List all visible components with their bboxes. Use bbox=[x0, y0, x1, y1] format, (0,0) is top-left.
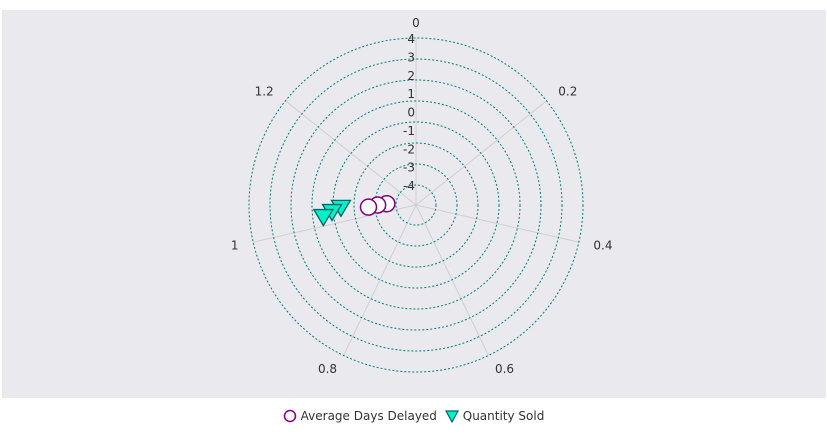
angular-spoke bbox=[415, 204, 579, 243]
angular-tick-label: 0.8 bbox=[318, 362, 337, 376]
circle-marker-icon bbox=[283, 409, 296, 423]
angular-tick-label: 0.2 bbox=[558, 85, 577, 99]
radial-grid-ring bbox=[248, 37, 584, 373]
legend-item-series-1[interactable]: Quantity Sold bbox=[444, 409, 545, 423]
radial-tick-label: 4 bbox=[407, 32, 415, 46]
legend-label: Average Days Delayed bbox=[300, 409, 437, 423]
radial-grid-ring bbox=[395, 184, 437, 226]
radial-tick-label: 3 bbox=[407, 50, 415, 64]
radial-tick-label: -1 bbox=[403, 124, 415, 138]
legend: Average Days Delayed Quantity Sold bbox=[0, 409, 827, 426]
radial-grid-ring bbox=[353, 142, 479, 268]
radial-tick-label: 2 bbox=[407, 69, 415, 83]
angular-tick-label: 0.4 bbox=[593, 238, 612, 252]
data-point-1-2 bbox=[312, 208, 334, 227]
radial-tick-label: -2 bbox=[403, 142, 415, 156]
angular-spoke bbox=[343, 204, 417, 356]
angular-tick-label: 0 bbox=[412, 16, 420, 30]
radial-grid-ring bbox=[290, 79, 542, 331]
radial-tick-label: 0 bbox=[407, 106, 415, 120]
radial-tick-label: -4 bbox=[403, 179, 415, 193]
angular-tick-label: 1.2 bbox=[255, 85, 274, 99]
legend-item-series-0[interactable]: Average Days Delayed bbox=[283, 409, 437, 423]
triangle-down-marker-icon bbox=[444, 410, 459, 423]
legend-label: Quantity Sold bbox=[462, 409, 545, 423]
angular-tick-label: 0.6 bbox=[495, 362, 514, 376]
angular-tick-label: 1 bbox=[231, 238, 239, 252]
radial-grid-ring bbox=[311, 100, 521, 310]
radial-tick-label: 1 bbox=[407, 87, 415, 101]
data-point-0-2 bbox=[359, 198, 378, 216]
radial-tick-label: -3 bbox=[403, 161, 415, 175]
radial-grid-ring bbox=[269, 58, 563, 352]
